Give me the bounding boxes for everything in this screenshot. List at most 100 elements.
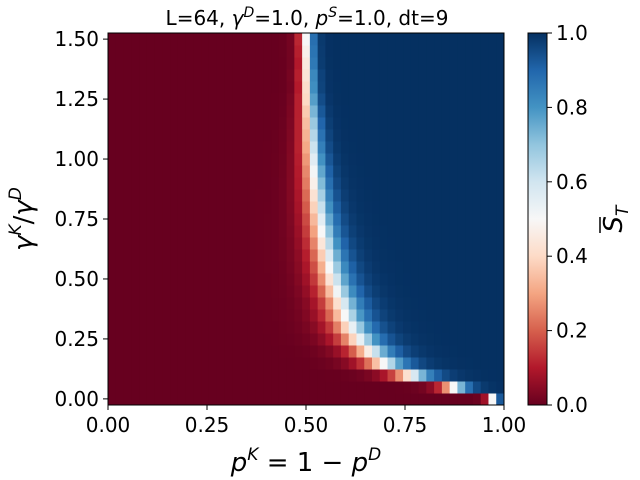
heatmap-cell <box>302 141 311 154</box>
heatmap-cell <box>139 189 148 202</box>
heatmap-cell <box>418 105 427 118</box>
heatmap-cell <box>294 381 303 394</box>
heatmap-cell <box>170 213 179 226</box>
heatmap-cell <box>240 57 249 70</box>
heatmap-cell <box>395 189 404 202</box>
heatmap-cell <box>496 369 505 382</box>
heatmap-cell <box>317 93 326 106</box>
heatmap-cell <box>372 309 381 322</box>
heatmap-cell <box>325 321 334 334</box>
heatmap-cell <box>263 249 272 262</box>
heatmap-cell <box>255 165 264 178</box>
heatmap-cell <box>356 177 365 190</box>
heatmap-cell <box>263 369 272 382</box>
heatmap-cell <box>449 57 458 70</box>
heatmap-cell <box>263 285 272 298</box>
heatmap-cell <box>472 117 482 130</box>
heatmap-cell <box>123 165 132 178</box>
heatmap-cell <box>340 201 350 214</box>
heatmap-cell <box>271 153 280 166</box>
heatmap-cell <box>278 381 288 394</box>
heatmap-cell <box>426 105 435 118</box>
heatmap-cell <box>403 189 412 202</box>
heatmap-cell <box>123 45 132 58</box>
heatmap-cell <box>177 321 187 334</box>
heatmap-cell <box>247 333 257 346</box>
heatmap-cell <box>108 273 117 286</box>
heatmap-cell <box>356 129 365 142</box>
heatmap-cell <box>372 285 381 298</box>
heatmap-cell <box>154 45 163 58</box>
heatmap-cell <box>146 393 156 406</box>
heatmap-cell <box>240 189 249 202</box>
heatmap-cell <box>480 81 489 94</box>
heatmap-cell <box>154 393 163 406</box>
heatmap-cell <box>162 93 171 106</box>
heatmap-cell <box>170 129 179 142</box>
heatmap-cell <box>247 129 257 142</box>
heatmap-cell <box>146 141 156 154</box>
heatmap-cell <box>216 309 225 322</box>
heatmap-cell <box>185 285 194 298</box>
heatmap-cell <box>216 153 225 166</box>
heatmap-cell <box>131 81 140 94</box>
heatmap-cell <box>208 117 218 130</box>
heatmap-cell <box>146 357 156 370</box>
heatmap-cell <box>216 285 225 298</box>
heatmap-cell <box>372 297 381 310</box>
heatmap-cell <box>123 105 132 118</box>
heatmap-cell <box>240 357 249 370</box>
heatmap-cell <box>193 237 202 250</box>
heatmap-cell <box>201 249 210 262</box>
heatmap-cell <box>426 345 435 358</box>
heatmap-cell <box>426 165 435 178</box>
heatmap-cell <box>457 105 466 118</box>
heatmap-cell <box>162 381 171 394</box>
heatmap-cell <box>263 357 272 370</box>
heatmap-cell <box>131 297 140 310</box>
heatmap-cell <box>465 249 474 262</box>
heatmap-cell <box>154 117 163 130</box>
heatmap-cell <box>208 297 218 310</box>
heatmap-cell <box>162 225 171 238</box>
heatmap-cell <box>286 153 295 166</box>
heatmap-cell <box>348 177 357 190</box>
heatmap-cell <box>263 321 272 334</box>
heatmap-cell <box>379 177 389 190</box>
heatmap-cell <box>333 285 342 298</box>
heatmap-cell <box>379 189 389 202</box>
heatmap-cell <box>403 105 412 118</box>
heatmap-cell <box>201 105 210 118</box>
heatmap-cell <box>154 273 163 286</box>
heatmap-cell <box>348 45 357 58</box>
heatmap-cell <box>278 333 288 346</box>
heatmap-cell <box>449 81 458 94</box>
heatmap-cell <box>294 333 303 346</box>
heatmap-cell <box>441 117 451 130</box>
heatmap-cell <box>449 69 458 82</box>
heatmap-cell <box>255 261 264 274</box>
heatmap-cell <box>108 321 117 334</box>
heatmap-cell <box>177 273 187 286</box>
colorbar-tick-label: 0.4 <box>556 244 588 268</box>
heatmap-cell <box>123 129 132 142</box>
heatmap-cell <box>232 345 241 358</box>
heatmap-cell <box>426 273 435 286</box>
heatmap-cell <box>286 105 295 118</box>
heatmap-cell <box>317 141 326 154</box>
heatmap-cell <box>146 213 156 226</box>
heatmap-cell <box>379 213 389 226</box>
heatmap-cell <box>271 261 280 274</box>
heatmap-cell <box>170 369 179 382</box>
heatmap-cell <box>247 33 257 46</box>
heatmap-cell <box>224 33 233 46</box>
heatmap-cell <box>449 381 458 394</box>
heatmap-cell <box>263 177 272 190</box>
heatmap-cell <box>488 393 497 406</box>
heatmap-cell <box>139 225 148 238</box>
x-axis-label: pK = 1 − pD <box>230 445 381 478</box>
heatmap-cell <box>434 309 443 322</box>
heatmap-cell <box>340 189 350 202</box>
y-axis-ticks: 0.000.250.500.751.001.251.50 <box>54 27 108 411</box>
heatmap-cell <box>208 129 218 142</box>
